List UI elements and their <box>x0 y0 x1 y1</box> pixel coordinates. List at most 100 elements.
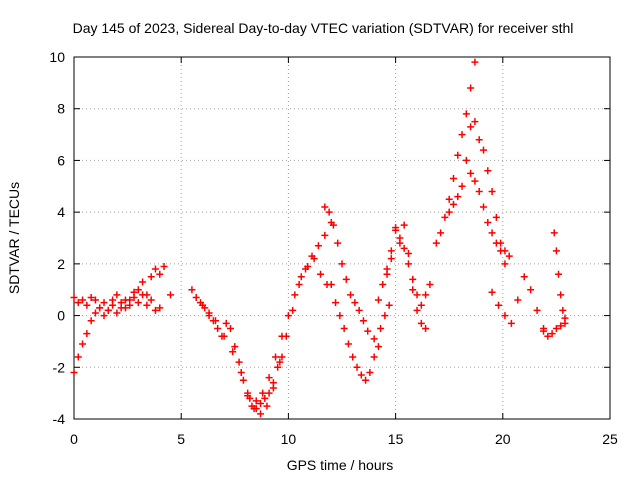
data-point <box>449 175 457 183</box>
data-point <box>321 231 329 239</box>
data-point <box>557 291 565 299</box>
data-point <box>70 368 78 376</box>
data-point <box>377 325 385 332</box>
data-point <box>357 371 365 379</box>
data-point <box>467 169 475 177</box>
series-sat-i <box>383 221 430 332</box>
data-point <box>166 291 174 299</box>
data-point <box>239 376 247 384</box>
data-point <box>156 304 164 312</box>
chart-title: Day 145 of 2023, Sidereal Day-to-day VTE… <box>73 20 574 36</box>
data-point <box>488 288 496 296</box>
data-point <box>79 340 87 348</box>
data-point <box>471 177 479 185</box>
data-point <box>139 278 147 286</box>
data-point <box>151 265 159 273</box>
data-point <box>220 332 228 340</box>
series-sat-m <box>488 273 548 332</box>
y-tick-label: 6 <box>57 152 65 168</box>
data-point <box>325 208 333 216</box>
data-point <box>501 260 509 268</box>
data-point <box>237 368 245 376</box>
data-point <box>231 343 239 351</box>
x-axis-label: GPS time / hours <box>287 457 394 473</box>
data-point <box>374 296 382 304</box>
data-point <box>467 84 475 92</box>
data-point <box>147 296 155 304</box>
series-sat-b <box>70 291 164 376</box>
data-point <box>544 332 552 340</box>
data-point <box>385 301 393 309</box>
series-sat-o <box>550 229 569 322</box>
data-point <box>278 353 286 361</box>
data-point <box>480 146 488 154</box>
data-point <box>327 281 335 289</box>
data-point <box>458 182 466 190</box>
data-point <box>263 402 271 410</box>
data-point <box>257 410 265 418</box>
data-point <box>261 394 269 402</box>
data-point <box>121 296 129 304</box>
data-point <box>160 262 168 270</box>
data-point <box>475 136 483 144</box>
data-point <box>100 299 108 307</box>
data-point <box>259 389 267 397</box>
data-point <box>355 306 363 314</box>
data-point <box>492 239 500 247</box>
data-point <box>252 397 260 405</box>
data-point <box>422 325 430 332</box>
series-sat-h <box>374 226 434 309</box>
data-point <box>417 319 425 327</box>
data-point <box>484 218 492 226</box>
data-point <box>370 353 378 361</box>
data-point <box>441 213 449 221</box>
data-point <box>336 312 344 320</box>
x-tick-label: 10 <box>281 431 297 447</box>
data-point <box>284 312 292 320</box>
data-point <box>488 229 496 237</box>
data-point <box>134 286 142 294</box>
data-point <box>471 58 479 66</box>
data-point <box>214 325 222 332</box>
data-point <box>409 286 417 294</box>
y-tick-label: 4 <box>57 204 65 220</box>
grid <box>74 57 610 419</box>
series-sat-n <box>540 319 569 340</box>
data-point <box>156 270 164 278</box>
data-point <box>514 296 522 304</box>
data-point <box>495 301 503 309</box>
data-point <box>117 304 125 312</box>
data-point <box>104 306 112 314</box>
data-point <box>222 319 230 327</box>
data-point <box>353 363 361 371</box>
data-point <box>269 384 277 392</box>
data-point <box>383 270 391 278</box>
data-point <box>374 343 382 351</box>
data-point <box>70 293 78 301</box>
data-point <box>381 312 389 320</box>
data-point <box>533 306 541 314</box>
data-point <box>126 301 134 309</box>
y-tick-label: 2 <box>57 256 65 272</box>
y-tick-label: 0 <box>57 308 65 324</box>
data-point <box>552 247 560 255</box>
x-tick-label: 5 <box>177 431 185 447</box>
data-point <box>334 239 342 247</box>
data-point <box>445 208 453 216</box>
data-point <box>555 270 563 278</box>
data-point <box>557 322 565 330</box>
data-point <box>227 325 235 332</box>
data-point <box>359 317 367 325</box>
data-point <box>74 353 82 361</box>
data-point <box>548 330 556 338</box>
axis-ticks: 0 5 10 15 20 25 -4 -2 0 2 4 6 8 10 <box>49 49 618 447</box>
x-tick-label: 0 <box>70 431 78 447</box>
x-tick-label: 15 <box>388 431 404 447</box>
data-point <box>257 399 265 407</box>
data-point <box>147 273 155 281</box>
data-point <box>297 273 305 281</box>
data-point <box>387 247 395 255</box>
data-point <box>364 327 372 335</box>
y-axis-label: SDTVAR / TECUs <box>6 182 22 294</box>
